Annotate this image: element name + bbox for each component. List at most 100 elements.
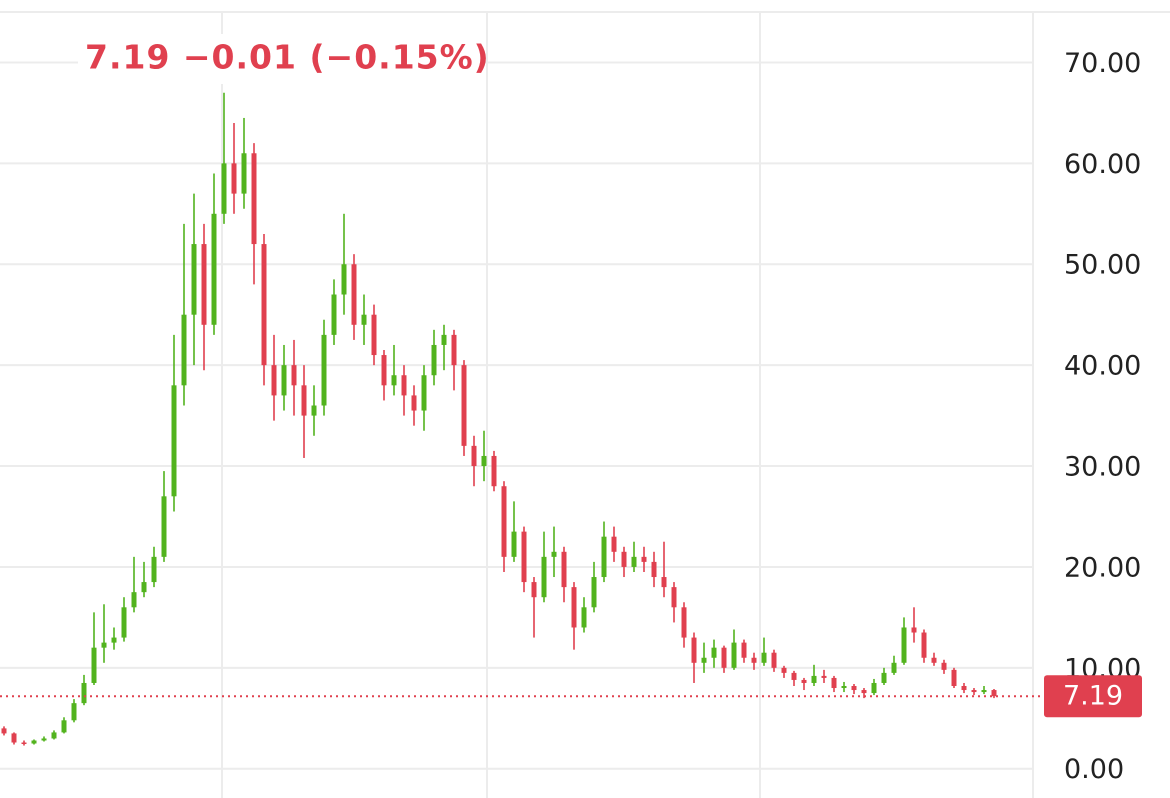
- candle-body: [731, 642, 737, 668]
- candle-body: [111, 637, 117, 643]
- candle-body: [851, 686, 857, 691]
- candle-body: [541, 556, 547, 598]
- candle-body: [71, 703, 77, 721]
- candle-body: [581, 607, 587, 628]
- candle-body: [601, 536, 607, 578]
- candle-body: [31, 740, 37, 744]
- candle-body: [681, 607, 687, 638]
- candle-body: [831, 677, 837, 689]
- candle-body: [1, 728, 7, 734]
- candle-body: [671, 587, 677, 608]
- candle-body: [91, 647, 97, 683]
- candle-body: [321, 334, 327, 406]
- candle-body: [451, 334, 457, 366]
- candle-body: [301, 385, 307, 416]
- candle-body: [201, 244, 207, 325]
- candle-body: [871, 682, 877, 694]
- candle-body: [331, 294, 337, 335]
- candle-body: [351, 264, 357, 325]
- candle-body: [701, 657, 707, 663]
- candle-body: [141, 582, 147, 593]
- candle-body: [571, 587, 577, 628]
- candle-body: [231, 163, 237, 194]
- candle-body: [941, 662, 947, 670]
- candle-body: [281, 365, 287, 396]
- candle-body: [461, 365, 467, 446]
- candle-body: [861, 690, 867, 694]
- candle-body: [61, 720, 67, 733]
- candle-body: [291, 365, 297, 386]
- candle-body: [311, 405, 317, 416]
- candle-body: [801, 679, 807, 683]
- candle-body: [551, 551, 557, 557]
- y-tick-label: 40.00: [1064, 351, 1141, 382]
- candle-body: [711, 647, 717, 658]
- candle-body: [781, 667, 787, 673]
- candle-body: [971, 690, 977, 693]
- candle-body: [181, 314, 187, 386]
- candle-body: [431, 344, 437, 376]
- y-tick-label: 70.00: [1064, 48, 1141, 79]
- candle-body: [641, 556, 647, 562]
- y-tick-label: 0.00: [1064, 754, 1124, 785]
- overlay: 7.19: [0, 675, 1142, 718]
- candle-body: [81, 682, 87, 704]
- candle-body: [401, 375, 407, 396]
- candle-body: [391, 375, 397, 386]
- y-tick-label: 20.00: [1064, 552, 1141, 583]
- candle-body: [161, 496, 167, 557]
- candle-body: [361, 314, 367, 325]
- y-tick-label: 60.00: [1064, 149, 1141, 180]
- candle-body: [561, 551, 567, 588]
- candle-body: [11, 733, 17, 743]
- candle-body: [791, 672, 797, 680]
- candle-body: [261, 244, 267, 366]
- candle-body: [921, 632, 927, 658]
- candle-body: [591, 577, 597, 608]
- candle-body: [251, 153, 257, 245]
- candle-body: [721, 647, 727, 668]
- last-price-label: 7.19: [1063, 681, 1123, 712]
- candle-body: [521, 531, 527, 583]
- y-tick-label: 50.00: [1064, 250, 1141, 281]
- candle-body: [21, 742, 27, 745]
- candle-body: [621, 551, 627, 567]
- candle-body: [471, 445, 477, 467]
- candle-body: [881, 672, 887, 683]
- candle-body: [131, 592, 137, 608]
- candle-body: [151, 556, 157, 583]
- candle-body: [371, 314, 377, 356]
- candle-body: [981, 690, 987, 693]
- candle-body: [891, 662, 897, 673]
- candles: [1, 92, 997, 746]
- chart-title: 7.19 −0.01 (−0.15%): [85, 38, 490, 77]
- candle-body: [411, 395, 417, 411]
- title-bg: [78, 34, 483, 84]
- candle-body: [441, 334, 447, 345]
- candle-body: [171, 385, 177, 497]
- candle-body: [241, 153, 247, 194]
- candle-body: [811, 675, 817, 683]
- candle-body: [271, 365, 277, 396]
- y-tick-label: 30.00: [1064, 452, 1141, 483]
- candle-body: [651, 561, 657, 578]
- last-price-box: [1044, 675, 1142, 718]
- candle-body: [501, 486, 507, 557]
- candle-body: [821, 675, 827, 678]
- candle-body: [691, 637, 697, 663]
- candle-body: [661, 577, 667, 588]
- candle-body: [611, 536, 617, 552]
- candle-body: [771, 652, 777, 668]
- candle-body: [191, 244, 197, 315]
- candle-body: [481, 455, 487, 467]
- candle-body: [631, 556, 637, 567]
- candle-body: [421, 375, 427, 411]
- candle-body: [931, 657, 937, 663]
- candle-body: [41, 738, 47, 741]
- candle-body: [101, 642, 107, 648]
- candle-body: [751, 657, 757, 663]
- candle-body: [961, 686, 967, 691]
- candle-body: [491, 455, 497, 487]
